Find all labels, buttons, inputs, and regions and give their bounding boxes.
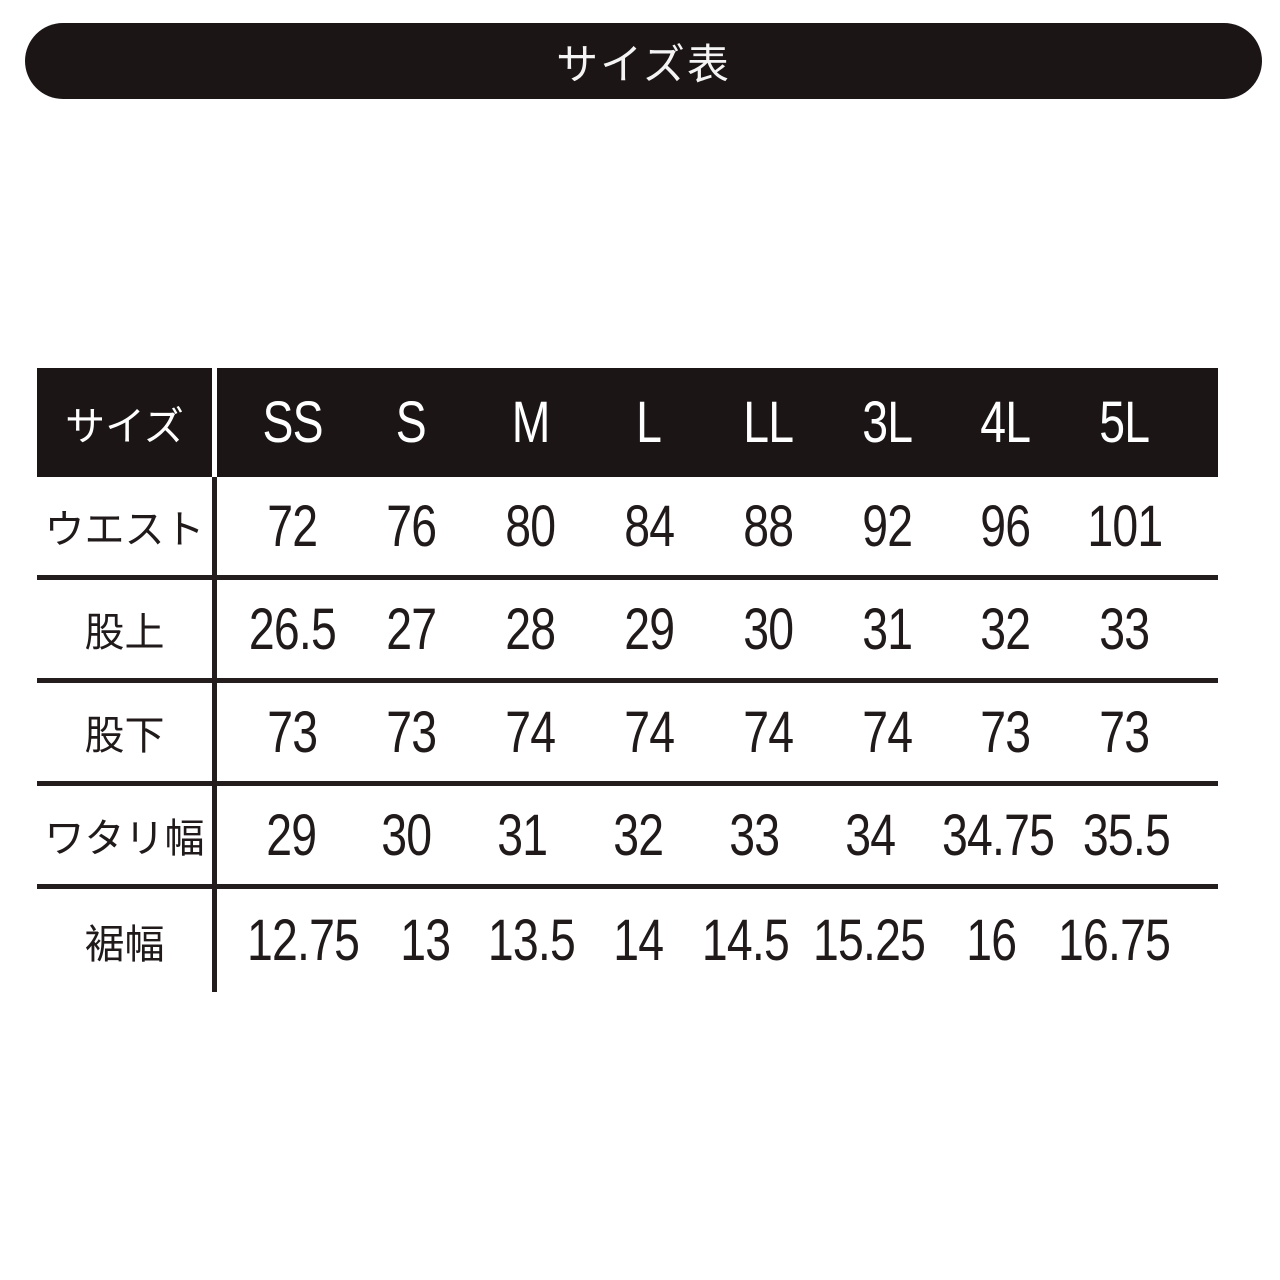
table-cell: 74 — [624, 699, 675, 765]
table-cell: 28 — [505, 596, 556, 662]
table-cell: 29 — [624, 596, 675, 662]
table-cell: 12.75 — [247, 908, 360, 973]
column-header-3l: 3L — [861, 390, 913, 455]
row-values: 26.5 27 28 29 30 31 32 33 — [217, 580, 1218, 678]
column-header-m: M — [511, 390, 550, 455]
table-cell: 31 — [861, 596, 913, 662]
table-cell: 73 — [386, 699, 437, 765]
table-cell: 84 — [624, 493, 675, 559]
row-label-cell: ワタリ幅 — [37, 786, 217, 884]
row-values: 73 73 74 74 74 74 73 73 — [217, 683, 1218, 781]
table-row-waist: ウエスト 72 76 80 84 88 92 96 101 — [37, 477, 1218, 580]
table-row-hem-width: 裾幅 12.75 13 13.5 14 14.5 15.25 16 16.75 — [37, 889, 1218, 992]
table-cell: 29 — [265, 802, 317, 868]
size-chart-title-banner: サイズ表 — [25, 23, 1262, 99]
table-header-row: サイズ SS S M L LL 3L 4L 5L — [37, 368, 1218, 477]
column-header-ll: LL — [742, 390, 794, 455]
table-cell: 30 — [742, 596, 794, 662]
table-row-inseam: 股下 73 73 74 74 74 74 73 73 — [37, 683, 1218, 786]
table-cell: 96 — [980, 493, 1032, 559]
table-cell: 13 — [400, 908, 451, 973]
row-label: ウエスト — [44, 508, 205, 552]
row-values: 29 30 31 32 33 34 34.75 35.5 — [217, 786, 1218, 884]
header-size-columns: SS S M L LL 3L 4L 5L — [217, 368, 1218, 477]
table-cell: 26.5 — [248, 596, 337, 662]
column-header-5l: 5L — [1099, 390, 1151, 455]
table-cell: 34 — [845, 802, 896, 868]
table-row-rise: 股上 26.5 27 28 29 30 31 32 33 — [37, 580, 1218, 683]
table-cell: 76 — [386, 493, 437, 559]
column-header-l: L — [636, 390, 663, 455]
table-cell: 30 — [381, 802, 433, 868]
column-header-s: S — [396, 390, 427, 455]
page-title: サイズ表 — [556, 40, 731, 88]
row-label: 裾幅 — [84, 922, 165, 967]
column-header-ss: SS — [262, 390, 323, 455]
row-label-cell: 股下 — [37, 683, 217, 781]
table-cell: 16 — [966, 908, 1018, 973]
table-cell: 33 — [729, 802, 780, 868]
table-cell: 101 — [1087, 493, 1163, 559]
column-header-4l: 4L — [980, 390, 1032, 455]
row-label-cell: 裾幅 — [37, 889, 217, 992]
table-cell: 34.75 — [941, 802, 1055, 868]
row-label: 股下 — [84, 714, 165, 758]
table-cell: 73 — [1099, 699, 1151, 765]
table-cell: 15.25 — [813, 908, 926, 973]
table-cell: 13.5 — [488, 908, 576, 973]
row-label-cell: ウエスト — [37, 477, 217, 575]
table-cell: 32 — [980, 596, 1032, 662]
table-cell: 72 — [267, 493, 318, 559]
table-cell: 35.5 — [1082, 802, 1170, 868]
table-row-thigh-width: ワタリ幅 29 30 31 32 33 34 34.75 35.5 — [37, 786, 1218, 889]
table-cell: 27 — [386, 596, 437, 662]
table-cell: 73 — [267, 699, 318, 765]
table-cell: 73 — [980, 699, 1032, 765]
row-label: ワタリ幅 — [44, 817, 205, 861]
table-cell: 31 — [497, 802, 549, 868]
row-label-cell: 股上 — [37, 580, 217, 678]
table-cell: 14 — [613, 908, 664, 973]
row-values: 12.75 13 13.5 14 14.5 15.25 16 16.75 — [217, 889, 1218, 992]
header-size-label: サイズ — [65, 404, 184, 449]
row-values: 72 76 80 84 88 92 96 101 — [217, 477, 1218, 575]
table-cell: 74 — [505, 699, 556, 765]
table-cell: 74 — [742, 699, 794, 765]
table-cell: 74 — [861, 699, 913, 765]
table-cell: 32 — [613, 802, 664, 868]
size-table: サイズ SS S M L LL 3L 4L 5L ウエスト 72 76 80 8… — [37, 368, 1218, 992]
table-cell: 80 — [505, 493, 556, 559]
table-cell: 16.75 — [1057, 908, 1171, 973]
table-cell: 33 — [1099, 596, 1151, 662]
table-cell: 14.5 — [701, 908, 789, 973]
row-label: 股上 — [84, 611, 165, 655]
table-cell: 88 — [742, 493, 794, 559]
table-cell: 92 — [861, 493, 913, 559]
header-size-label-cell: サイズ — [37, 368, 217, 477]
